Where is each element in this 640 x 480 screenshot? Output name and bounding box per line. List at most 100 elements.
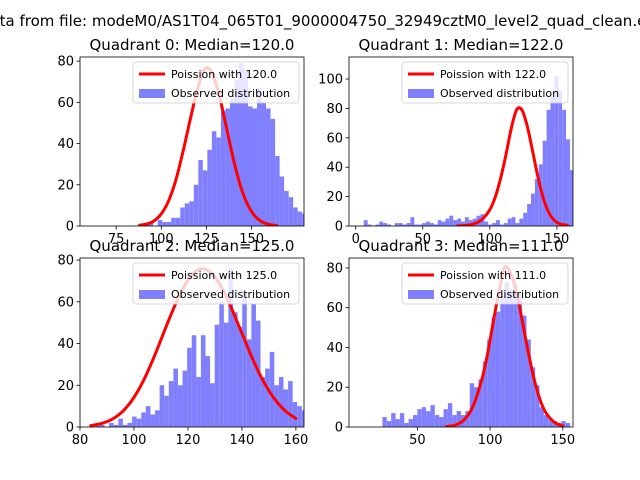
histogram-bar — [257, 87, 262, 226]
histogram-bar — [150, 414, 156, 427]
legend: Poission with 122.0 Observed distribution — [401, 61, 569, 104]
histogram-bar — [387, 224, 391, 226]
y-tick-label: 20 — [57, 379, 74, 394]
legend-label-poisson: Poission with 120.0 — [171, 68, 277, 81]
histogram-bar — [534, 178, 539, 226]
histogram-bar — [426, 411, 431, 427]
histogram-bar — [496, 220, 500, 226]
histogram-bar — [474, 387, 479, 427]
x-tick-label: 100 — [122, 433, 147, 448]
x-tick-label: 100 — [149, 232, 174, 247]
histogram-bar — [429, 223, 434, 226]
histogram-bar — [464, 217, 469, 226]
y-tick-label: 80 — [326, 261, 343, 276]
histogram-bar — [266, 108, 271, 226]
x-tick-label: 100 — [478, 433, 503, 448]
histogram-bar — [162, 221, 167, 226]
legend-label-observed: Observed distribution — [440, 87, 559, 100]
histogram-bar — [511, 217, 516, 226]
legend-box — [132, 262, 300, 305]
histogram-bar — [270, 118, 276, 226]
legend: Poission with 125.0 Observed distribution — [132, 262, 300, 305]
subplot-quadrant-3: Quadrant 3: Median=111.0 50 100 150 0 20 40 60… — [326, 237, 575, 448]
histogram-bar — [207, 149, 212, 226]
histogram-bar — [530, 367, 536, 427]
y-tick-label: 40 — [326, 161, 343, 176]
legend: Poission with 120.0 Observed distribution — [132, 61, 300, 104]
histogram-bar — [283, 389, 289, 427]
histogram-bar — [478, 379, 483, 427]
histogram-bar — [452, 415, 457, 427]
histogram-bar — [522, 315, 527, 427]
x-tick-label: 75 — [108, 232, 125, 247]
histogram-bar — [582, 216, 586, 226]
histogram-bar — [320, 224, 325, 226]
histogram-bar — [238, 63, 244, 226]
axes-frame — [348, 257, 574, 428]
histogram-bar — [527, 203, 532, 226]
histogram-bar — [219, 301, 224, 427]
histogram-bar — [492, 223, 497, 226]
panel-title: Quadrant 0: Median=120.0 — [90, 36, 295, 54]
histogram-bar — [202, 170, 208, 226]
histogram-bar — [164, 395, 169, 427]
subplot-quadrant-1: Quadrant 1: Median=122.0 0 50 100 150 0 20 40 6… — [318, 36, 586, 247]
histogram-bar — [166, 221, 172, 226]
histogram-bar — [168, 381, 174, 427]
histogram-bar — [216, 137, 221, 226]
x-tick-label: 160 — [283, 433, 308, 448]
histogram-bar — [491, 317, 496, 427]
y-tick-label: 20 — [326, 190, 343, 205]
histogram-bar — [395, 419, 400, 427]
histogram-bar — [214, 324, 220, 427]
histogram-bar — [410, 217, 415, 226]
histogram-bar — [394, 223, 399, 226]
histogram-bar — [189, 201, 194, 226]
histogram-bar — [495, 311, 501, 427]
histogram-bar — [234, 79, 239, 226]
legend: Poission with 111.0 Observed distribution — [401, 262, 569, 305]
legend-label-poisson: Poission with 111.0 — [440, 269, 546, 282]
legend-label-observed: Observed distribution — [171, 288, 290, 301]
histogram-bar — [297, 406, 302, 427]
histogram-bar — [311, 220, 316, 226]
histogram-bar — [383, 223, 388, 226]
histogram-bar — [122, 424, 128, 427]
histogram-bar — [261, 102, 267, 226]
histogram-bar — [484, 221, 489, 226]
histogram-bar — [269, 351, 275, 427]
histogram-bar — [242, 293, 247, 427]
histogram-bar — [443, 409, 448, 427]
x-tick-label: 50 — [414, 232, 431, 247]
y-tick-label: 20 — [57, 178, 74, 193]
histogram-bar — [210, 383, 215, 427]
histogram-bar — [316, 224, 321, 226]
histogram-bar — [127, 422, 133, 427]
histogram-bar — [175, 217, 181, 226]
histogram-bar — [316, 421, 321, 427]
subplot-quadrant-2: Quadrant 2: Median=125.0 80 100 120 140 160 0… — [57, 237, 321, 448]
legend-box — [132, 61, 300, 104]
plot-area — [363, 76, 586, 226]
histogram-bar — [171, 217, 176, 226]
histogram-bar — [382, 417, 387, 427]
histogram-bar — [507, 218, 512, 226]
histogram-bar — [417, 409, 422, 427]
histogram-bar — [109, 422, 114, 427]
y-tick-label: 40 — [57, 337, 74, 352]
histogram-bar — [456, 411, 461, 427]
histogram-bar — [433, 224, 438, 226]
y-tick-label: 80 — [57, 55, 74, 70]
histogram-bar — [406, 223, 411, 226]
axes-frame — [348, 56, 574, 227]
histogram-bar — [157, 219, 163, 226]
y-tick-label: 40 — [57, 137, 74, 152]
histogram-bar — [487, 339, 492, 427]
histogram-bar — [246, 339, 252, 427]
histogram-bar — [279, 176, 285, 226]
histogram-bar — [408, 419, 413, 427]
figure-title: Data from file: modeM0/AS1T04_065T01_900… — [0, 12, 640, 31]
histogram-bar — [211, 131, 217, 226]
y-tick-label: 60 — [326, 131, 343, 146]
histogram-bar — [196, 376, 201, 427]
